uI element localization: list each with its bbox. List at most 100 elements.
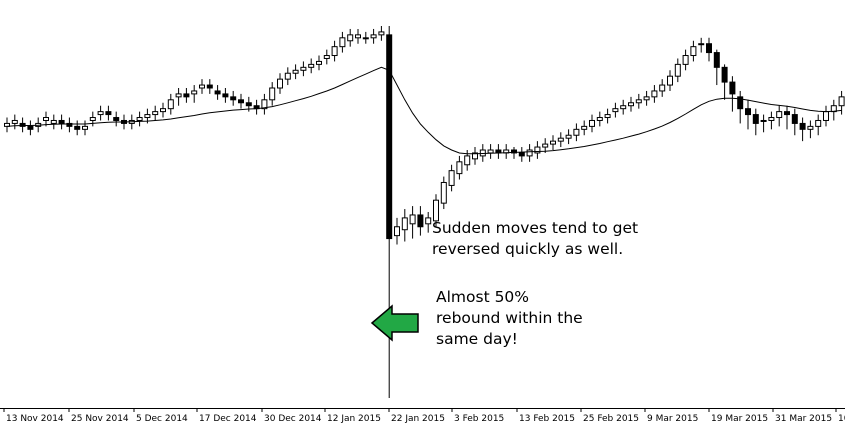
candle-body [269,87,276,101]
x-tick-label: 13 Nov 2014 [6,414,64,424]
x-tick-label: 30 Dec 2014 [264,414,322,424]
x-axis-ticks: 13 Nov 2014 25 Nov 2014 5 Dec 2014 17 Dec 2… [3,408,845,424]
candle-body [487,149,494,154]
candle [277,73,283,94]
candle-body [409,214,416,225]
candle [89,111,96,127]
candle-body [136,117,143,121]
candle [511,147,517,159]
candle-body [378,31,385,36]
candle [815,114,822,136]
candle-body [417,214,424,228]
candle-body [456,161,463,175]
candle [19,117,26,133]
candle [784,105,790,130]
annotation-rebound: Almost 50% rebound within the same day! [436,287,583,350]
candle [464,150,471,171]
candle [698,37,705,53]
candle-body [191,90,198,95]
candle-body [706,43,712,54]
candle-body [292,69,299,74]
candle [612,102,619,118]
x-tick-label: 10 [838,414,845,424]
candle [425,212,432,233]
candle-body [713,52,720,68]
candle-body [284,72,291,80]
candle-body [776,111,783,119]
candle [729,76,736,112]
candle [472,147,478,165]
candle-body [152,111,159,116]
candle-body [768,117,775,121]
candle [66,117,73,133]
candle-body [799,122,806,130]
candle-body [690,46,697,57]
candle-body [362,37,369,40]
candle [214,85,221,100]
candle-body [97,111,104,116]
candle [206,79,213,94]
candle [183,88,190,103]
candle [495,144,502,159]
candle [589,114,595,133]
candle [355,28,361,44]
candle-body [737,96,744,110]
x-tick-label: 13 Feb 2015 [519,414,575,424]
candle-body [206,84,213,89]
candle-body [573,128,580,136]
candle [105,105,112,121]
candle [682,49,689,71]
candle-body [511,149,517,154]
candle-body [82,125,88,130]
candle-body [589,119,595,127]
candle [565,129,572,145]
candle [518,147,525,162]
candle [97,105,104,121]
candle [27,120,34,136]
candle [768,111,775,130]
x-tick-label: 22 Jan 2015 [391,414,445,424]
candle-body [682,55,689,65]
candle [50,114,57,130]
candle [581,120,588,136]
annotation-rebound-line3: same day! [436,330,518,348]
candle-body [784,111,790,116]
candle-body [58,119,65,124]
candle-body [401,217,408,231]
candle [823,105,829,127]
candle [82,120,88,136]
candle [667,70,673,91]
candle [284,67,291,86]
candle-body [11,119,18,124]
candle [503,144,510,159]
candle [776,105,783,127]
candle-body [323,55,330,59]
candle-body [245,102,252,107]
candle [573,123,580,142]
candle [167,93,174,115]
candle [635,93,642,109]
candle-body [113,117,120,121]
candle [269,82,276,106]
candle-body [565,134,572,139]
candle [300,61,307,77]
candle [791,108,798,136]
annotation-rebound-line1: Almost 50% [436,288,530,306]
candle [238,93,244,109]
candle [440,176,447,210]
candle-body [50,119,57,124]
candle-body [542,143,549,148]
x-tick-label: 12 Jan 2015 [327,414,381,424]
candle-body [745,108,751,116]
candle [807,120,814,139]
candle-body [308,63,315,68]
candle-body [659,84,666,92]
candle [596,111,603,127]
annotation-reversal: Sudden moves tend to get reversed quickl… [432,218,638,260]
candle-body [27,125,34,130]
candle [370,28,377,44]
candle-body [448,170,455,186]
candle-body [760,119,767,122]
candle [690,40,697,62]
candle [557,132,564,148]
